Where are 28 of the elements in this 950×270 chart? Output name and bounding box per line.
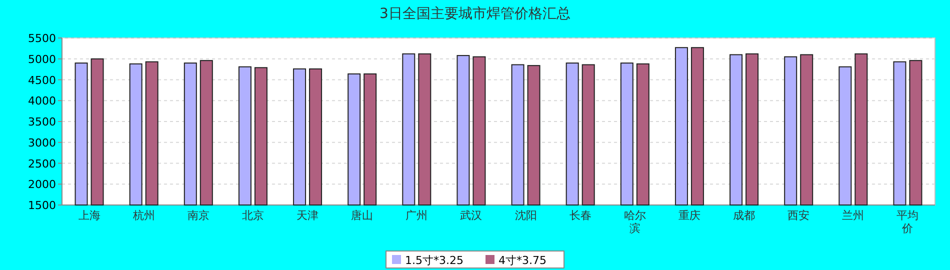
x-tick-label: 哈尔滨 — [624, 209, 646, 235]
y-tick-label: 1500 — [28, 199, 56, 212]
x-tick-label: 沈阳 — [514, 209, 537, 222]
x-tick-label: 广州 — [406, 209, 428, 222]
y-tick-label: 5500 — [28, 32, 56, 45]
y-tick-label: 3500 — [28, 116, 56, 128]
x-tick-label: 长春 — [569, 209, 592, 222]
x-tick-label: 唐山 — [351, 209, 374, 222]
x-tick-label: 成都 — [733, 209, 756, 222]
x-tick-label: 重庆 — [678, 209, 700, 222]
y-tick-label: 4500 — [28, 74, 56, 87]
chart-title: 3日全国主要城市焊管价格汇总 — [380, 6, 570, 22]
legend-label: 4寸*3.75 — [498, 254, 546, 267]
y-tick-label: 2500 — [28, 157, 56, 170]
x-tick-label: 上海 — [78, 209, 100, 222]
y-tick-label: 2000 — [28, 178, 56, 192]
x-tick-label: 武汉 — [460, 209, 482, 222]
x-tick-label: 平均价 — [896, 209, 919, 235]
y-tick-label: 4000 — [28, 94, 56, 108]
x-tick-label: 西安 — [788, 209, 810, 222]
x-tick-label: 天津 — [296, 209, 319, 222]
legend-label: 1.5寸*3.25 — [405, 254, 464, 267]
x-tick-label: 兰州 — [842, 209, 864, 222]
x-tick-label: 南京 — [187, 209, 210, 222]
x-tick-label: 北京 — [242, 209, 264, 222]
x-tick-label: 杭州 — [132, 209, 155, 222]
y-tick-label: 5000 — [28, 52, 56, 66]
y-tick-label: 3000 — [28, 136, 56, 150]
